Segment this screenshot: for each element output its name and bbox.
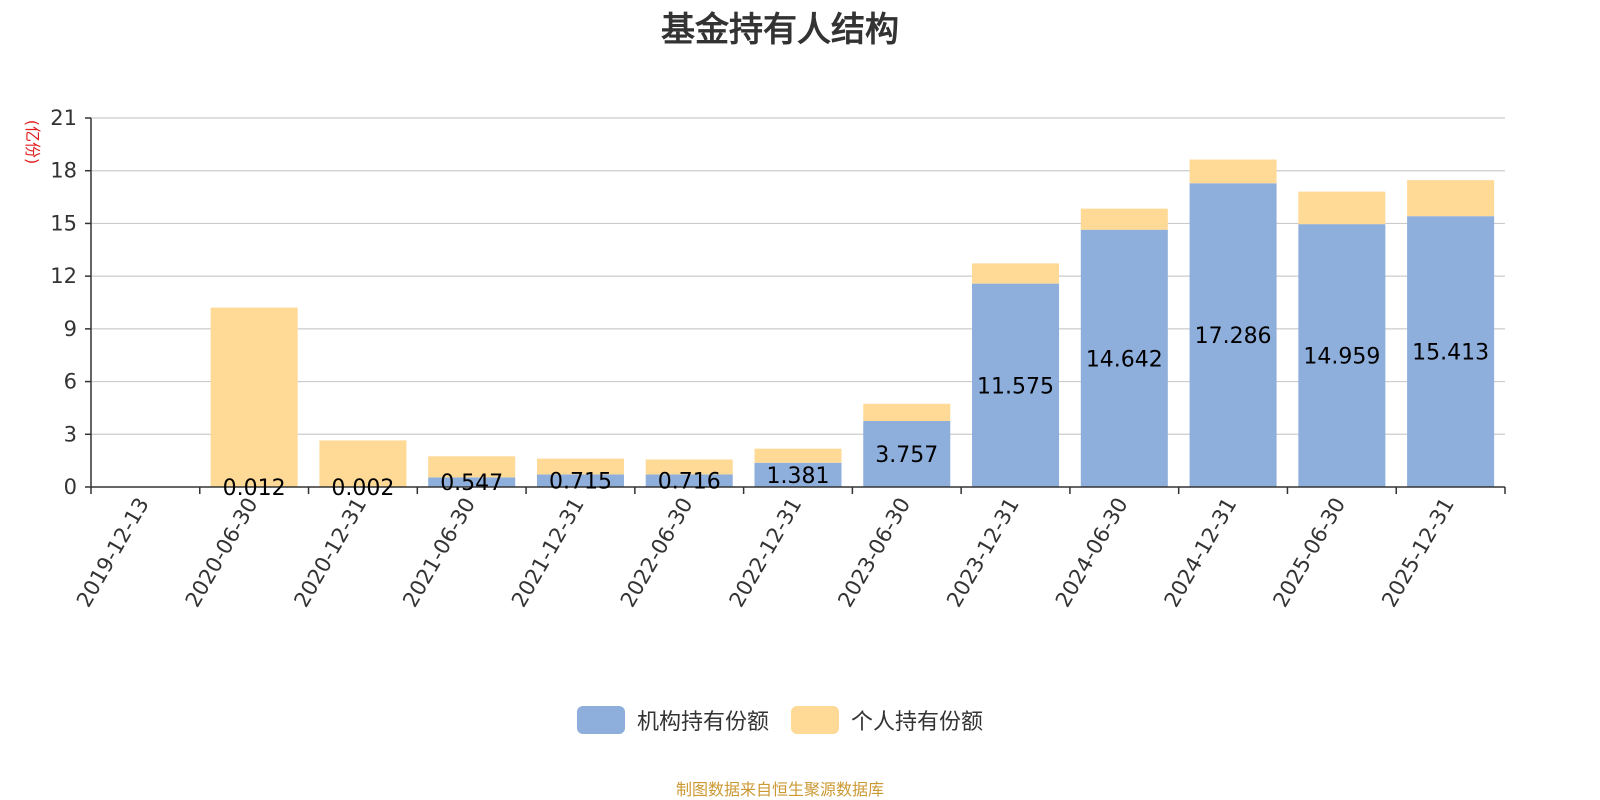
bar-individual[interactable] xyxy=(1407,180,1495,217)
bar-value-label: 3.757 xyxy=(875,443,938,468)
x-tick-label: 2022-06-30 xyxy=(616,494,698,612)
bar-value-label: 0.716 xyxy=(658,470,721,495)
bar-institutional[interactable] xyxy=(1080,229,1168,487)
source-note: 制图数据来自恒生聚源数据库 xyxy=(675,780,884,799)
x-tick-label: 2024-06-30 xyxy=(1051,494,1133,612)
legend: 机构持有份额 个人持有份额 xyxy=(0,704,1560,736)
bar-individual[interactable] xyxy=(645,459,733,475)
y-tick-label: 12 xyxy=(50,264,77,288)
bar-value-label: 15.413 xyxy=(1412,341,1489,366)
bars xyxy=(210,159,1495,488)
bar-individual[interactable] xyxy=(1080,208,1168,230)
bar-value-label: 17.286 xyxy=(1195,324,1272,349)
y-tick-label: 9 xyxy=(64,317,77,341)
bar-individual[interactable] xyxy=(536,458,624,475)
bar-individual[interactable] xyxy=(1298,191,1386,225)
legend-item-institutional[interactable]: 机构持有份额 xyxy=(576,704,769,736)
bar-value-label: 0.002 xyxy=(331,476,394,501)
bar-institutional[interactable] xyxy=(645,474,733,487)
legend-item-individual[interactable]: 个人持有份额 xyxy=(791,704,983,736)
bar-value-label: 11.575 xyxy=(977,374,1054,399)
legend-swatch-institutional xyxy=(576,706,625,734)
bar-value-label: 0.012 xyxy=(223,476,286,501)
bar-institutional[interactable] xyxy=(1407,216,1495,487)
bar-value-label: 14.959 xyxy=(1303,345,1380,370)
x-tick-label: 2025-12-31 xyxy=(1377,494,1459,612)
y-axis-unit-label: (亿份) xyxy=(23,120,42,165)
bar-individual[interactable] xyxy=(210,307,298,487)
legend-label-institutional: 机构持有份额 xyxy=(636,710,769,735)
bar-institutional[interactable] xyxy=(972,283,1060,487)
legend-label-individual: 个人持有份额 xyxy=(851,710,984,735)
y-tick-label: 21 xyxy=(50,106,77,130)
bar-institutional[interactable] xyxy=(536,474,624,487)
stacked-bar-chart: 0 3 6 9 12 15 18 21 2019-12-13 2020-06-30 2020-12-… xyxy=(23,106,1506,612)
y-tick-label: 3 xyxy=(64,422,77,446)
y-tick-label: 0 xyxy=(64,475,77,499)
x-tick-label: 2024-12-31 xyxy=(1160,494,1242,612)
grid-lines xyxy=(91,117,1505,435)
x-tick-label: 2019-12-13 xyxy=(72,494,154,612)
bar-individual[interactable] xyxy=(319,440,407,487)
bar-value-label: 1.381 xyxy=(767,464,830,489)
bar-individual[interactable] xyxy=(428,456,516,478)
chart-title: 基金持有人结构 xyxy=(661,10,899,50)
bar-institutional[interactable] xyxy=(754,462,842,487)
bar-individual[interactable] xyxy=(1189,159,1277,184)
bar-institutional[interactable] xyxy=(1189,183,1277,487)
bar-institutional[interactable] xyxy=(428,477,516,487)
bar-individual[interactable] xyxy=(754,448,842,463)
x-tick-label: 2023-12-31 xyxy=(942,494,1024,612)
y-tick-label: 15 xyxy=(50,211,77,235)
x-tick-label: 2021-06-30 xyxy=(398,494,480,612)
bar-individual[interactable] xyxy=(972,263,1060,284)
bar-value-label: 0.547 xyxy=(440,471,503,496)
y-tick-label: 6 xyxy=(64,370,77,394)
x-tick-label: 2023-06-30 xyxy=(833,494,915,612)
data-labels: 0.012 0.002 0.547 0.715 0.716 1.381 3.757 11.57… xyxy=(223,324,1489,501)
bar-institutional[interactable] xyxy=(863,420,951,487)
bar-institutional[interactable] xyxy=(1298,224,1386,488)
bar-value-label: 14.642 xyxy=(1086,347,1163,372)
bar-individual[interactable] xyxy=(863,403,951,421)
x-tick-label: 2021-12-31 xyxy=(507,494,589,612)
x-tick-label: 2022-12-31 xyxy=(725,494,807,612)
y-tick-label: 18 xyxy=(50,159,77,183)
legend-swatch-individual xyxy=(791,706,839,734)
x-tick-label: 2020-12-31 xyxy=(289,494,371,612)
x-tick-label: 2020-06-30 xyxy=(181,494,263,612)
bar-value-label: 0.715 xyxy=(549,470,612,495)
x-tick-label: 2025-06-30 xyxy=(1268,494,1350,612)
